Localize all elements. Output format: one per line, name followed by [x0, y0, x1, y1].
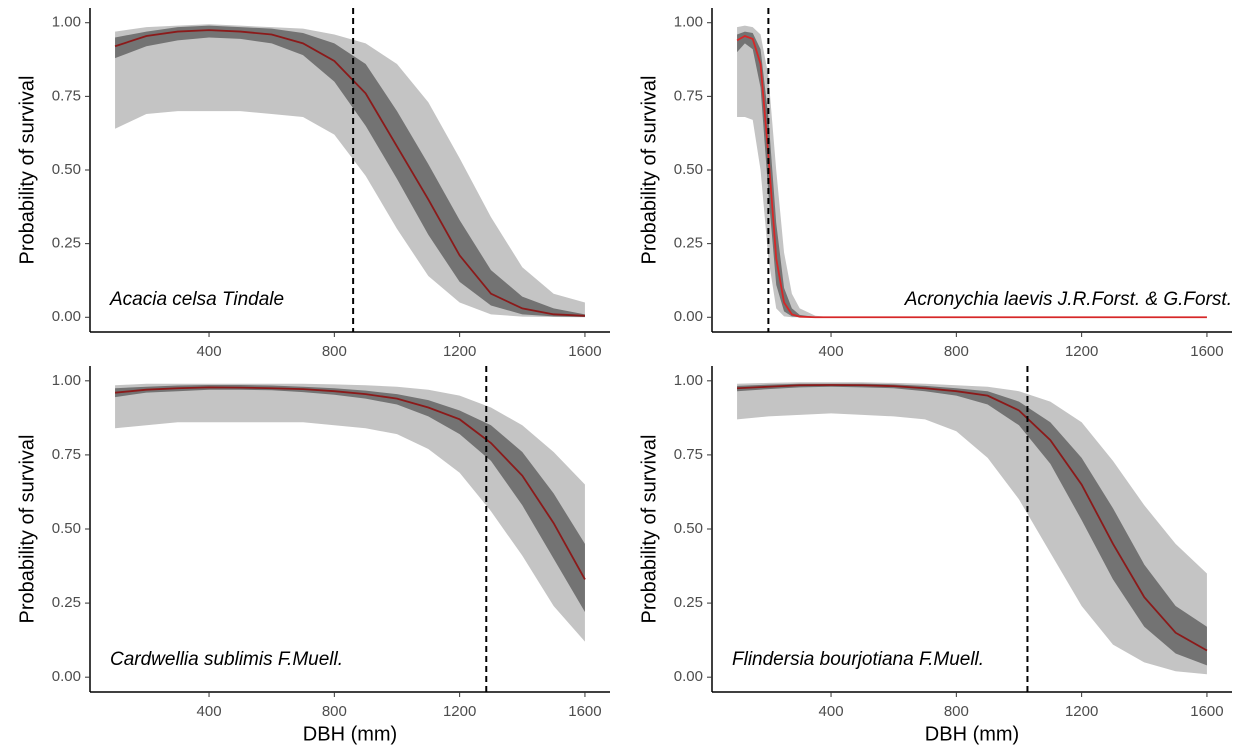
- annotation: Flindersia bourjotiana F.Muell.: [732, 649, 984, 670]
- x-axis-title: DBH (mm): [303, 723, 397, 745]
- x-tick-label: 400: [819, 343, 844, 360]
- y-tick-label: 0.50: [674, 520, 703, 537]
- annotation: Acacia celsa Tindale: [109, 289, 284, 310]
- y-tick-label: 0.75: [674, 87, 703, 104]
- ribbon: [737, 31, 1207, 318]
- panel: [736, 8, 1207, 332]
- ribbon: [737, 383, 1207, 666]
- y-tick-label: 0.75: [52, 446, 81, 463]
- y-tick-label: 0.00: [674, 308, 703, 325]
- x-tick-label: 1600: [568, 703, 601, 720]
- x-tick-label: 1200: [443, 343, 476, 360]
- y-tick-label: 0.25: [674, 235, 703, 252]
- x-tick-label: 400: [819, 703, 844, 720]
- y-tick-label: 0.00: [674, 668, 703, 685]
- ribbon: [737, 382, 1207, 675]
- ribbon: [737, 25, 1207, 318]
- panel: [114, 366, 586, 692]
- y-tick-label: 0.50: [52, 520, 81, 537]
- median-line: [114, 386, 586, 580]
- annotation: Acronychia laevis J.R.Forst. & G.Forst.: [904, 289, 1232, 310]
- y-tick-label: 0.00: [52, 308, 81, 325]
- x-tick-label: 400: [197, 703, 222, 720]
- x-tick-label: 800: [944, 343, 969, 360]
- x-tick-label: 800: [322, 703, 347, 720]
- x-tick-label: 1200: [443, 703, 476, 720]
- x-tick-label: 800: [322, 343, 347, 360]
- y-axis-title: Probability of survival: [16, 435, 38, 624]
- x-tick-label: 1600: [568, 343, 601, 360]
- x-tick-label: 1600: [1190, 703, 1223, 720]
- x-tick-label: 1200: [1065, 703, 1098, 720]
- y-tick-label: 0.25: [674, 594, 703, 611]
- x-tick-label: 800: [944, 703, 969, 720]
- y-tick-label: 0.75: [674, 446, 703, 463]
- median-line: [114, 29, 585, 317]
- median-line: [737, 384, 1208, 652]
- y-tick-label: 0.50: [52, 161, 81, 178]
- panel: [114, 8, 585, 332]
- x-axis-title: DBH (mm): [925, 723, 1019, 745]
- y-tick-label: 0.25: [52, 235, 81, 252]
- panel: [737, 366, 1208, 692]
- y-tick-label: 1.00: [674, 14, 703, 31]
- y-axis-title: Probability of survival: [16, 76, 38, 265]
- annotation: Cardwellia sublimis F.Muell.: [110, 649, 343, 670]
- y-tick-label: 0.00: [52, 668, 81, 685]
- y-tick-label: 0.50: [674, 161, 703, 178]
- ribbon: [115, 25, 585, 317]
- y-tick-label: 1.00: [52, 14, 81, 31]
- y-tick-label: 0.75: [52, 87, 81, 104]
- y-tick-label: 0.25: [52, 594, 81, 611]
- y-axis-title: Probability of survival: [638, 76, 660, 265]
- x-tick-label: 1600: [1190, 343, 1223, 360]
- x-tick-label: 1200: [1065, 343, 1098, 360]
- median-line: [736, 34, 1207, 319]
- y-tick-label: 1.00: [674, 372, 703, 389]
- x-tick-label: 400: [197, 343, 222, 360]
- y-axis-title: Probability of survival: [638, 435, 660, 624]
- ribbon: [115, 383, 585, 642]
- y-tick-label: 1.00: [52, 372, 81, 389]
